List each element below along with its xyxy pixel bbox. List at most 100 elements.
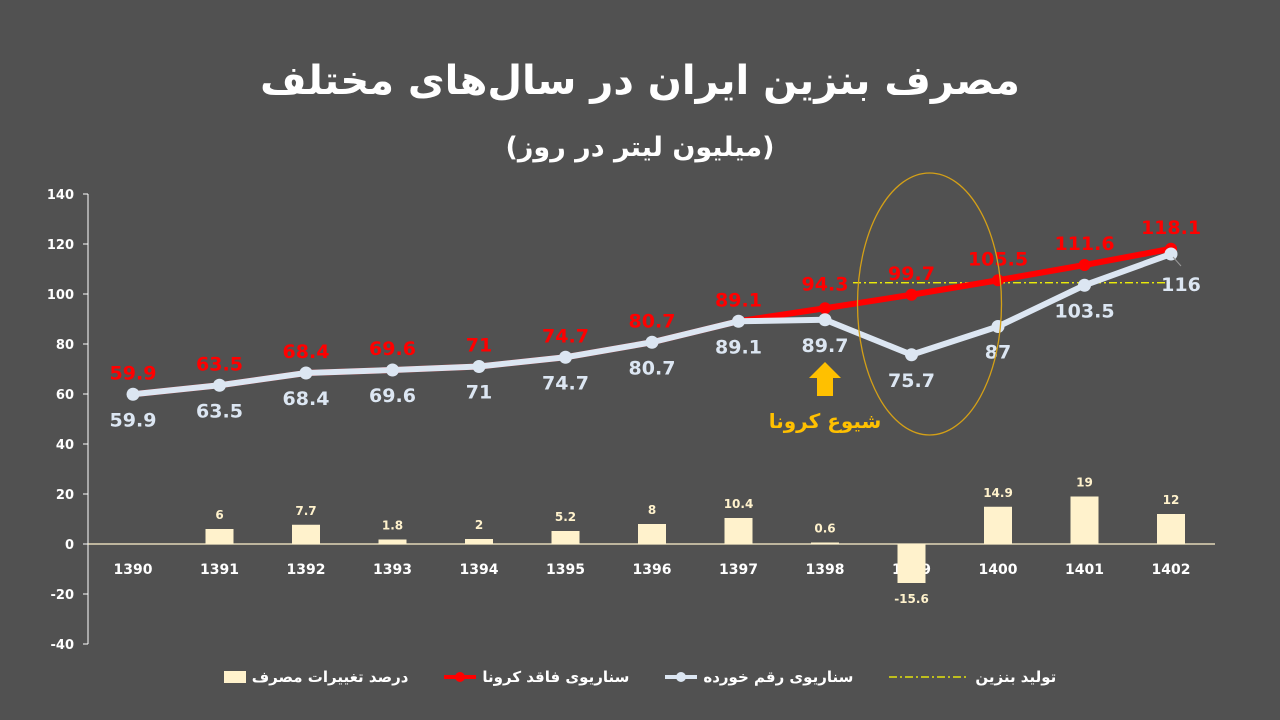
x-tick-label: 1391 bbox=[200, 562, 239, 578]
marker-actual bbox=[645, 335, 659, 349]
marker-actual bbox=[386, 363, 399, 377]
label-actual: 69.6 bbox=[369, 385, 416, 407]
y-tick-label: 120 bbox=[47, 238, 74, 253]
y-tick-label: 0 bbox=[65, 538, 74, 553]
x-tick-label: 1402 bbox=[1152, 562, 1191, 578]
label-actual: 74.7 bbox=[542, 372, 589, 394]
legend-label-no-covid: سناریوی فاقد کرونا bbox=[482, 668, 630, 686]
marker-actual bbox=[732, 314, 745, 328]
bar bbox=[984, 506, 1012, 544]
marker-actual bbox=[559, 350, 572, 364]
bar-label: 6 bbox=[215, 508, 223, 522]
bar-label: 19 bbox=[1076, 476, 1093, 490]
label-no-covid: 74.7 bbox=[542, 325, 589, 347]
x-tick-label: 1397 bbox=[719, 562, 758, 578]
label-no-covid: 111.6 bbox=[1054, 233, 1114, 255]
axes: 140 120 100 80 60 40 20 0 -20 -40 1390 1391 1392 1393… bbox=[47, 188, 1215, 653]
up-arrow-icon bbox=[809, 362, 841, 396]
bar bbox=[811, 542, 839, 544]
chart-title: مصرف بنزین ایران در سال‌های مختلف bbox=[260, 58, 1020, 104]
bar-label: 5.2 bbox=[555, 510, 576, 524]
label-actual: 89.1 bbox=[715, 336, 762, 358]
x-tick-label: 1393 bbox=[373, 562, 412, 578]
marker-actual bbox=[991, 320, 1005, 333]
marker-actual bbox=[299, 366, 313, 380]
label-actual: 59.9 bbox=[110, 409, 157, 431]
bar bbox=[378, 539, 407, 544]
chart-subtitle: (میلیون لیتر در روز) bbox=[505, 132, 775, 163]
bar bbox=[1070, 496, 1099, 544]
bar-series-change-percent: 6 7.7 1.8 2 5.2 8 10.4 0.6 -15.6 14.9 19 12 bbox=[205, 476, 1185, 606]
marker-no-covid bbox=[819, 302, 831, 315]
covid-annotation: شیوع کرونا bbox=[769, 172, 1003, 436]
y-tick-label: 140 bbox=[47, 188, 74, 203]
bar bbox=[638, 524, 666, 544]
label-no-covid: 71 bbox=[466, 335, 492, 357]
legend-label-actual: سناریوی رقم خورده bbox=[703, 668, 854, 686]
y-tick-label: -20 bbox=[51, 588, 75, 603]
label-no-covid: 118.1 bbox=[1141, 217, 1201, 239]
label-no-covid: 94.3 bbox=[802, 273, 849, 295]
x-tick-label: 1390 bbox=[114, 562, 153, 578]
highlight-ellipse bbox=[856, 172, 1003, 436]
label-actual: 89.7 bbox=[802, 335, 849, 357]
label-actual: 63.5 bbox=[196, 400, 243, 422]
bar-label: 14.9 bbox=[983, 486, 1013, 500]
bar-label: 8 bbox=[648, 503, 656, 517]
line-marker-icon-light bbox=[665, 672, 698, 682]
bar-swatch-icon bbox=[223, 671, 246, 683]
bar bbox=[551, 531, 580, 544]
label-no-covid: 68.4 bbox=[283, 341, 330, 363]
x-tick-label: 1396 bbox=[633, 562, 672, 578]
marker-actual bbox=[818, 313, 832, 327]
label-no-covid: 63.5 bbox=[196, 353, 243, 375]
bar-label: 12 bbox=[1163, 493, 1180, 507]
x-tick-label: 1392 bbox=[287, 562, 326, 578]
leader-line bbox=[1172, 256, 1182, 267]
y-tick-label: 80 bbox=[56, 338, 74, 353]
covid-label: شیوع کرونا bbox=[769, 409, 882, 433]
marker-no-covid bbox=[1078, 259, 1091, 271]
data-labels: 59.9 63.5 68.4 69.6 71 74.7 80.7 89.1 94.3 99.7 10… bbox=[110, 217, 1202, 432]
marker-actual bbox=[1078, 278, 1091, 292]
legend-label-bars: درصد تغییرات مصرف bbox=[251, 668, 409, 686]
label-actual: 71 bbox=[466, 382, 492, 404]
bar-label: -15.6 bbox=[894, 592, 929, 606]
label-no-covid: 80.7 bbox=[629, 310, 676, 332]
legend-label-production: تولید بنزین bbox=[975, 668, 1057, 686]
legend: تولید بنزین سناریوی رقم خورده سناریوی فا… bbox=[0, 668, 1280, 686]
x-tick-label: 1394 bbox=[460, 562, 499, 578]
label-no-covid: 99.7 bbox=[888, 263, 935, 285]
bar bbox=[1157, 514, 1185, 544]
y-tick-label: 40 bbox=[56, 438, 74, 453]
x-tick-label: 1395 bbox=[546, 562, 585, 578]
bar bbox=[292, 524, 320, 544]
x-tick-label: 1401 bbox=[1065, 562, 1104, 578]
y-tick-label: 100 bbox=[47, 288, 74, 303]
label-actual: 80.7 bbox=[629, 357, 676, 379]
y-tick-label: 60 bbox=[56, 388, 74, 403]
x-tick-label: 1400 bbox=[979, 562, 1018, 578]
label-no-covid: 59.9 bbox=[110, 362, 157, 384]
marker-actual bbox=[1164, 247, 1178, 261]
bar bbox=[724, 518, 753, 544]
marker-actual bbox=[472, 360, 486, 373]
label-actual: 116 bbox=[1161, 274, 1201, 296]
label-actual: 103.5 bbox=[1054, 300, 1114, 322]
marker-actual bbox=[905, 348, 918, 362]
x-tick-label: 1398 bbox=[806, 562, 845, 578]
marker-actual bbox=[126, 387, 140, 401]
label-actual: 87 bbox=[985, 342, 1011, 364]
y-tick-label: -40 bbox=[51, 638, 75, 653]
bar-label: 7.7 bbox=[295, 504, 316, 518]
label-actual: 75.7 bbox=[888, 370, 935, 392]
label-no-covid: 89.1 bbox=[715, 289, 762, 311]
line-marker-icon-red bbox=[444, 672, 477, 682]
dash-dot-line-icon bbox=[889, 676, 970, 678]
legend-item-bars: درصد تغییرات مصرف bbox=[223, 668, 409, 686]
bar-label: 0.6 bbox=[814, 522, 835, 536]
bar-label: 10.4 bbox=[724, 497, 754, 511]
marker-no-covid bbox=[905, 288, 918, 301]
marker-no-covid bbox=[992, 274, 1004, 287]
